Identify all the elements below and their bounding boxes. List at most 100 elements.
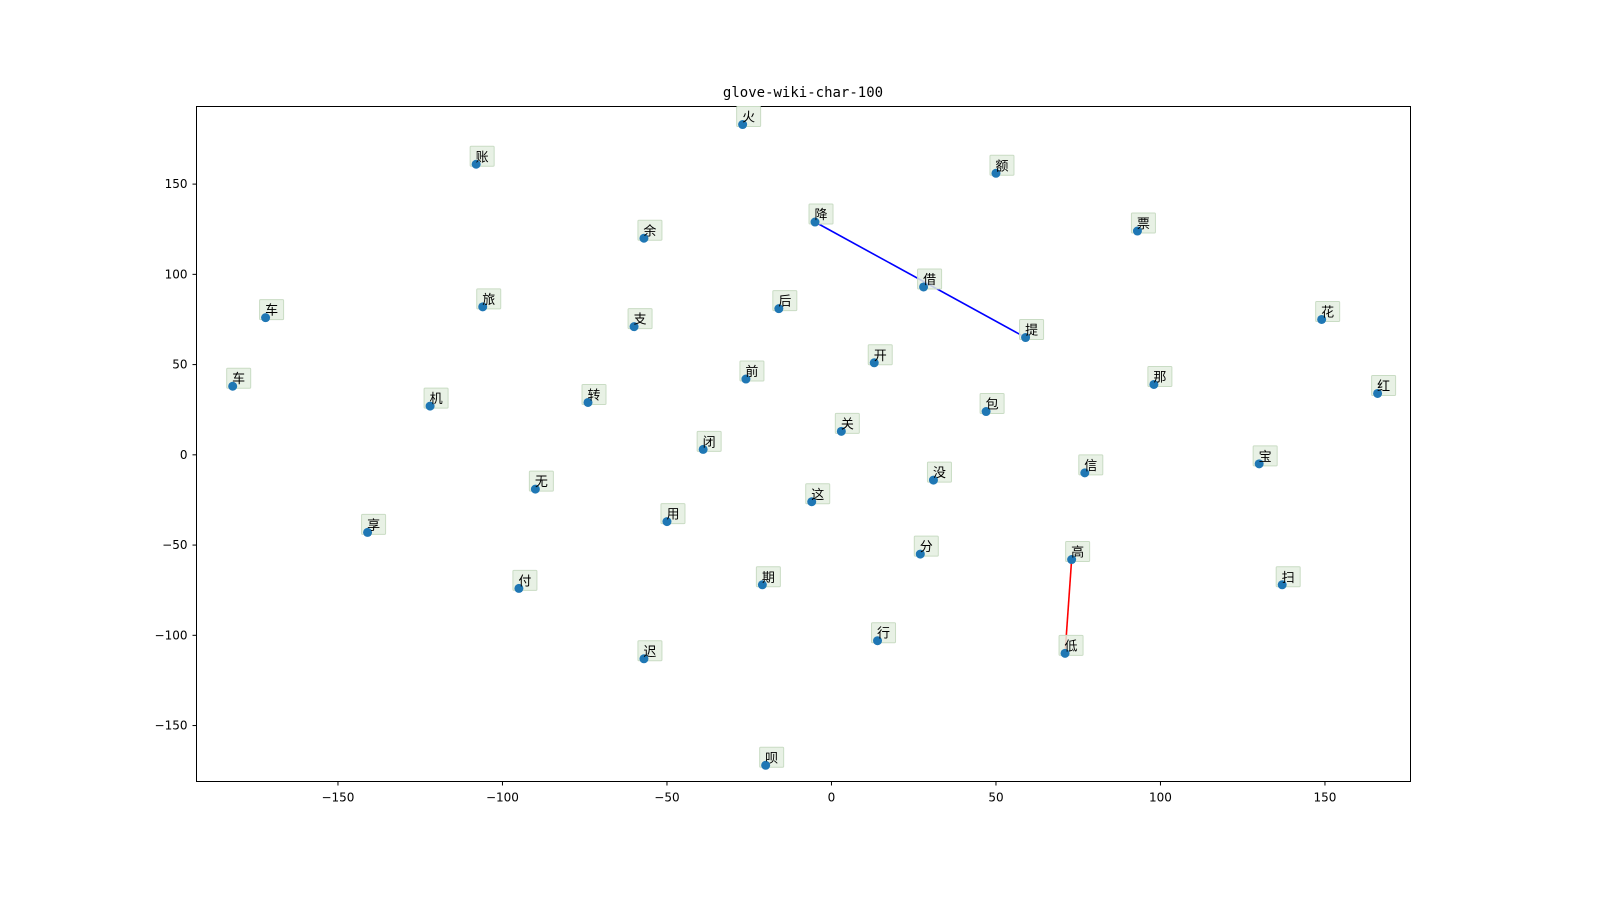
point-label: 期 xyxy=(762,571,775,586)
data-point: 前 xyxy=(739,360,765,384)
y-tick-label: 100 xyxy=(165,267,188,281)
point-marker xyxy=(514,583,524,593)
point-label: 票 xyxy=(1137,217,1150,232)
point-marker xyxy=(698,444,708,454)
data-point: 红 xyxy=(1371,374,1397,398)
point-label: 提 xyxy=(1025,323,1038,339)
point-marker xyxy=(807,497,817,507)
plot-area xyxy=(196,106,1411,782)
data-point: 信 xyxy=(1078,454,1104,478)
data-point: 车 xyxy=(226,367,252,391)
point-label: 这 xyxy=(811,487,824,503)
point-label: 行 xyxy=(877,627,890,642)
point-marker xyxy=(761,760,771,770)
data-point: 后 xyxy=(772,290,798,314)
data-point: 低 xyxy=(1058,634,1084,658)
point-marker xyxy=(363,527,373,537)
data-point: 期 xyxy=(755,566,781,590)
data-point: 余 xyxy=(637,219,663,243)
x-tick-label: 100 xyxy=(1149,791,1172,805)
y-axis: 150 100 50 0 −50 −100 −150 xyxy=(155,177,197,733)
point-marker xyxy=(774,304,784,314)
point-marker xyxy=(583,397,593,407)
point-label: 那 xyxy=(1153,370,1166,385)
point-marker xyxy=(915,549,925,559)
point-label: 付 xyxy=(518,574,531,589)
data-point: 支 xyxy=(627,308,653,332)
point-marker xyxy=(810,217,820,227)
point-label: 降 xyxy=(815,208,828,223)
point-marker xyxy=(1149,379,1159,389)
data-point: 提 xyxy=(1019,319,1045,343)
point-label: 信 xyxy=(1084,459,1097,474)
point-marker xyxy=(981,407,991,417)
data-point: 没 xyxy=(926,461,952,485)
point-label: 开 xyxy=(874,349,887,364)
y-tick-label: −100 xyxy=(155,628,188,642)
y-tick-label: 150 xyxy=(165,177,188,191)
data-point: 账 xyxy=(469,145,495,169)
point-label: 低 xyxy=(1065,639,1078,654)
point-label: 无 xyxy=(535,475,548,490)
point-marker xyxy=(928,475,938,485)
y-tick-label: 0 xyxy=(180,448,188,462)
point-label: 额 xyxy=(995,159,1008,174)
point-marker xyxy=(919,282,929,292)
data-point: 宝 xyxy=(1252,445,1278,469)
point-label: 机 xyxy=(430,392,443,407)
point-label: 分 xyxy=(920,540,933,555)
point-label: 车 xyxy=(232,371,245,387)
point-marker xyxy=(873,636,883,646)
data-point: 旅 xyxy=(476,288,502,312)
point-marker xyxy=(1080,468,1090,478)
chart-title: glove-wiki-char-100 xyxy=(723,85,883,101)
point-label: 红 xyxy=(1377,378,1390,394)
data-point: 车 xyxy=(259,299,285,323)
data-point: 这 xyxy=(805,483,831,507)
data-point: 高 xyxy=(1065,541,1091,565)
point-marker xyxy=(757,580,767,590)
data-point: 分 xyxy=(913,535,939,559)
y-tick-label: −50 xyxy=(162,538,187,552)
point-label: 火 xyxy=(742,111,755,126)
y-tick-label: 50 xyxy=(172,358,187,372)
point-marker xyxy=(639,233,649,243)
data-point: 开 xyxy=(867,344,893,368)
data-point: 享 xyxy=(361,513,387,537)
data-point: 借 xyxy=(917,268,943,292)
point-label: 迟 xyxy=(643,645,656,660)
point-marker xyxy=(261,313,271,323)
x-tick-label: −50 xyxy=(654,791,679,805)
x-tick-label: 0 xyxy=(828,791,836,805)
point-marker xyxy=(991,168,1001,178)
data-point: 用 xyxy=(660,503,686,527)
point-marker xyxy=(662,517,672,527)
point-label: 借 xyxy=(923,273,936,288)
point-label: 支 xyxy=(634,313,647,328)
point-marker xyxy=(1021,333,1031,343)
x-tick-label: 50 xyxy=(988,791,1003,805)
x-tick-label: −150 xyxy=(321,791,354,805)
point-marker xyxy=(1317,314,1327,324)
point-label: 花 xyxy=(1321,304,1334,320)
point-marker xyxy=(836,426,846,436)
point-label: 高 xyxy=(1071,545,1084,561)
data-point: 呗 xyxy=(759,746,785,770)
point-label: 余 xyxy=(643,223,656,239)
point-marker xyxy=(1277,580,1287,590)
x-tick-label: 150 xyxy=(1314,791,1337,805)
point-marker xyxy=(530,484,540,494)
data-point: 花 xyxy=(1315,300,1341,324)
data-point: 额 xyxy=(989,154,1015,178)
point-marker xyxy=(1254,459,1264,469)
point-label: 呗 xyxy=(765,751,778,766)
point-marker xyxy=(629,322,639,332)
point-marker xyxy=(1067,555,1077,565)
point-label: 关 xyxy=(841,417,854,432)
point-marker xyxy=(471,159,481,169)
point-marker xyxy=(1132,226,1142,236)
point-label: 用 xyxy=(666,508,679,523)
point-label: 账 xyxy=(476,150,489,165)
